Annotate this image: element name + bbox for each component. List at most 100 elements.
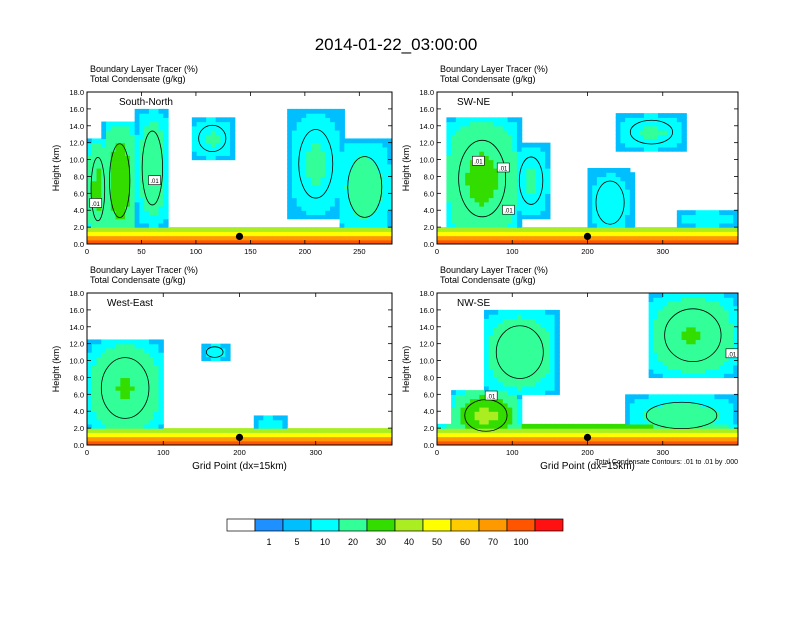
field-cell — [705, 440, 711, 445]
field-cell — [330, 214, 336, 220]
field-cell — [120, 364, 126, 370]
field-cell — [714, 347, 720, 353]
field-cell — [502, 436, 509, 442]
y-tick-label: 14.0 — [69, 122, 84, 131]
field-cell — [372, 227, 379, 232]
field-cell — [531, 176, 537, 182]
field-cell — [629, 146, 636, 152]
field-cell — [372, 235, 379, 241]
field-cell — [676, 113, 683, 118]
field-cell — [484, 155, 490, 161]
field-cell — [681, 440, 687, 445]
field-cell — [479, 189, 485, 194]
field-cell — [493, 360, 499, 366]
field-cell — [667, 423, 673, 429]
field-cell — [115, 411, 121, 417]
field-cell — [349, 193, 355, 199]
field-cell — [676, 402, 683, 408]
field-cell — [120, 343, 126, 349]
field-cell — [106, 159, 112, 165]
field-cell — [301, 138, 307, 144]
field-cell — [587, 172, 593, 178]
field-cell — [363, 235, 369, 241]
field-cell — [282, 227, 288, 232]
field-cell — [363, 155, 369, 161]
field-cell — [455, 436, 462, 442]
field-cell — [229, 239, 236, 244]
field-cell — [301, 134, 307, 140]
field-cell — [516, 189, 523, 194]
field-cell — [344, 159, 350, 165]
field-cell — [220, 117, 226, 123]
field-cell — [144, 159, 150, 165]
field-cell — [120, 206, 126, 211]
field-cell — [540, 142, 546, 148]
field-cell — [382, 155, 388, 161]
field-cell — [87, 398, 93, 404]
field-cell — [115, 130, 121, 135]
field-cell — [498, 235, 504, 241]
field-cell — [676, 227, 683, 232]
field-cell — [634, 146, 640, 152]
field-cell — [493, 151, 499, 156]
field-cell — [306, 189, 312, 194]
field-cell — [554, 343, 560, 349]
field-cell — [349, 142, 355, 148]
field-cell — [719, 297, 725, 303]
field-cell — [91, 180, 98, 186]
field-cell — [210, 235, 217, 241]
colorbar-swatch — [366, 518, 396, 532]
field-cell — [601, 239, 607, 244]
field-cell — [498, 335, 504, 341]
field-cell — [658, 394, 664, 400]
field-cell — [139, 218, 145, 224]
field-cell — [144, 394, 150, 400]
field-cell — [148, 121, 155, 127]
field-cell — [686, 432, 692, 438]
field-cell — [620, 189, 626, 194]
field-cell — [516, 168, 523, 173]
field-cell — [91, 360, 98, 366]
field-cell — [700, 415, 706, 421]
field-cell — [582, 440, 589, 445]
field-cell — [96, 360, 102, 366]
field-cell — [502, 339, 509, 345]
panel-cross-section-label: NW-SE — [457, 298, 490, 309]
field-cell — [625, 113, 631, 118]
field-cell — [662, 231, 669, 237]
field-cell — [648, 432, 654, 438]
field-cell — [120, 385, 126, 391]
colorbar-label: 50 — [432, 537, 442, 547]
field-cell — [498, 222, 504, 228]
field-cell — [330, 436, 336, 442]
field-cell — [484, 239, 490, 244]
field-cell — [330, 201, 336, 207]
field-cell — [469, 419, 476, 425]
field-cell — [662, 331, 669, 336]
field-cell — [606, 440, 612, 445]
field-cell — [535, 172, 542, 178]
field-cell — [549, 343, 556, 349]
field-cell — [268, 436, 274, 442]
field-cell — [615, 172, 622, 178]
field-cell — [249, 239, 255, 244]
field-cell — [363, 201, 369, 207]
field-cell — [648, 356, 654, 362]
field-cell — [315, 201, 322, 207]
field-cell — [249, 231, 255, 237]
field-cell — [709, 326, 716, 332]
y-tick-label: 6.0 — [424, 189, 434, 198]
field-cell — [310, 159, 317, 165]
field-cell — [377, 222, 384, 228]
field-cell — [526, 381, 532, 387]
field-cell — [96, 142, 102, 148]
field-cell — [695, 301, 701, 307]
field-cell — [187, 239, 193, 244]
field-cell — [268, 419, 274, 425]
field-cell — [648, 339, 654, 345]
field-cell — [339, 180, 345, 186]
field-cell — [488, 155, 495, 161]
field-cell — [377, 146, 384, 152]
field-cell — [287, 159, 293, 165]
field-cell — [163, 206, 169, 211]
